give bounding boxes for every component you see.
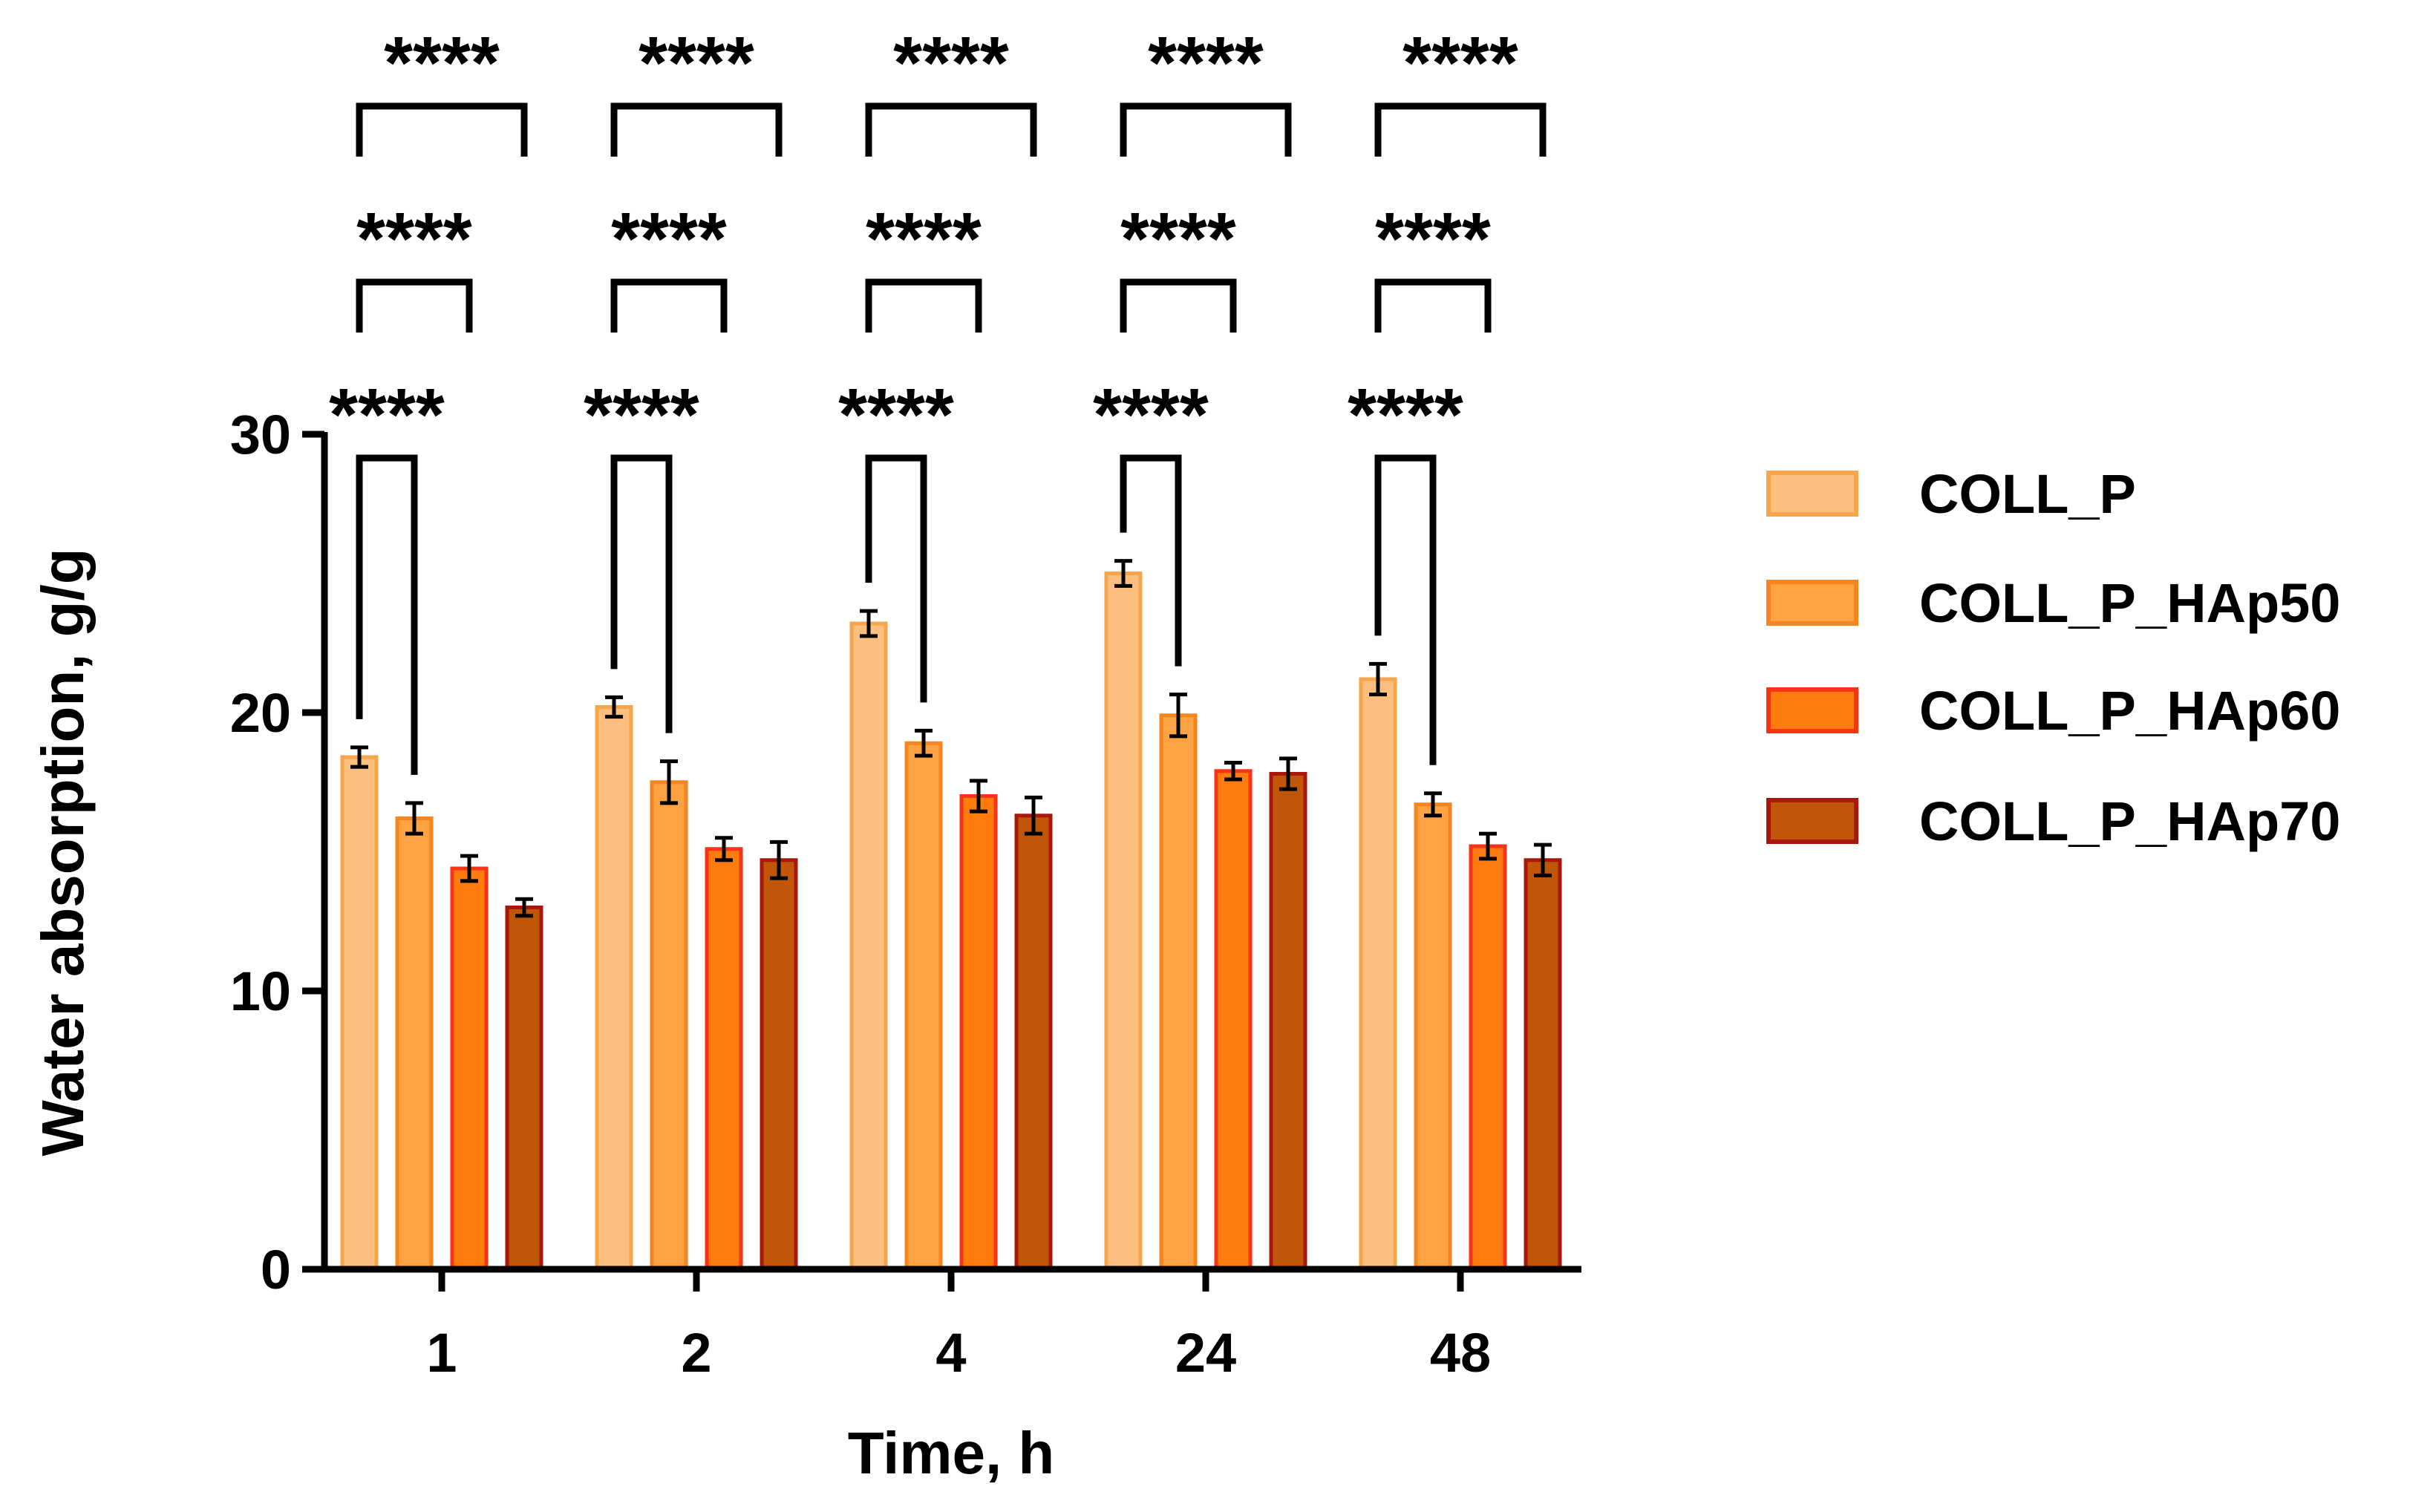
significance-bracket: [356, 454, 418, 775]
legend-label-coll-p: COLL_P: [1919, 463, 2136, 525]
error-bar-coll-p-hap60-t1: [460, 854, 478, 883]
bar-coll-p-hap70-t24: [1269, 772, 1307, 1272]
significance-stars: ****: [639, 22, 754, 105]
error-bar-coll-p-t48: [1369, 661, 1387, 697]
legend-swatch-coll-p-hap70: [1766, 798, 1858, 844]
significance-bracket: [1120, 278, 1237, 333]
legend-label-coll-p-hap50: COLL_P_HAp50: [1919, 572, 2340, 634]
significance-stars: ****: [866, 197, 982, 281]
significance-bracket: [1374, 278, 1492, 333]
bars: [340, 572, 1562, 1272]
legend-swatch-coll-p-hap60: [1766, 687, 1858, 733]
significance-bracket: [865, 278, 982, 333]
bar-coll-p-hap60-t2: [705, 847, 743, 1272]
significance-bracket: [610, 278, 728, 333]
error-bar-coll-p-hap60-t2: [715, 836, 733, 863]
significance-stars: ****: [384, 22, 500, 105]
legend: COLL_P COLL_P_HAp50 COLL_P_HAp60 COLL_P_HAp…: [1766, 463, 2340, 852]
significance-bracket: [356, 102, 528, 157]
bar-coll-p-t48: [1359, 677, 1397, 1272]
significance-bracket: [610, 454, 673, 733]
error-bar-coll-p-hap60-t24: [1224, 761, 1242, 782]
bar-coll-p-hap70-t2: [760, 858, 798, 1272]
x-tick-label: 24: [1175, 1322, 1236, 1384]
legend-label-coll-p-hap70: COLL_P_HAp70: [1919, 791, 2340, 852]
bar-coll-p-hap60-t24: [1214, 769, 1253, 1272]
y-tick-label: 20: [230, 682, 291, 744]
error-bar-coll-p-hap60-t4: [970, 779, 987, 814]
bar-coll-p-hap60-t48: [1469, 844, 1507, 1272]
error-bar-coll-p-hap50-t48: [1424, 791, 1442, 818]
x-tick-label: 4: [935, 1322, 966, 1384]
significance-bracket: [1374, 102, 1547, 157]
significance-stars: ****: [1148, 22, 1264, 105]
error-bar-coll-p-t2: [605, 695, 623, 719]
significance-bracket: [1374, 454, 1437, 765]
bar-coll-p-hap60-t4: [959, 794, 998, 1272]
bar-coll-p-hap50-t48: [1414, 802, 1452, 1272]
axes: [302, 431, 1581, 1292]
error-bar-coll-p-hap70-t1: [515, 897, 533, 918]
x-axis-title: Time, h: [848, 1420, 1055, 1486]
bar-coll-p-t4: [849, 621, 888, 1272]
error-bar-coll-p-t24: [1114, 559, 1132, 588]
error-bar-coll-p-hap70-t48: [1534, 842, 1552, 877]
bar-coll-p-hap50-t1: [395, 816, 434, 1272]
y-axis-title: Water absorption, g/g: [30, 548, 96, 1156]
significance-stars: ****: [329, 373, 445, 456]
legend-swatch-coll-p: [1766, 471, 1858, 517]
y-tick-label: 0: [261, 1239, 291, 1300]
y-tick-label: 10: [230, 960, 291, 1022]
significance-bracket: [865, 454, 927, 703]
bar-coll-p-hap70-t1: [505, 906, 543, 1272]
x-tick-label: 1: [426, 1322, 457, 1384]
bar-coll-p-hap70-t4: [1014, 814, 1053, 1272]
bar-coll-p-hap70-t48: [1524, 858, 1562, 1272]
x-tick-label: 48: [1430, 1322, 1491, 1384]
error-bar-coll-p-hap60-t48: [1479, 831, 1497, 861]
significance-stars: ****: [611, 197, 727, 281]
significance-stars: ****: [893, 22, 1009, 105]
error-bar-coll-p-hap50-t2: [660, 759, 678, 805]
significance-stars: ****: [1375, 197, 1491, 281]
significance-stars: ****: [1402, 22, 1518, 105]
significance-bracket: [865, 102, 1037, 157]
bar-coll-p-hap50-t24: [1159, 713, 1198, 1272]
significance-stars: ****: [584, 373, 699, 456]
significance-bracket: [610, 102, 783, 157]
significance-bracket: [1120, 102, 1292, 157]
error-bar-coll-p-t1: [350, 745, 368, 769]
error-bar-coll-p-t4: [860, 609, 878, 638]
error-bar-coll-p-hap50-t1: [405, 801, 423, 836]
legend-swatch-coll-p-hap50: [1766, 580, 1858, 626]
error-bar-coll-p-hap70-t4: [1025, 795, 1042, 836]
bar-coll-p-hap50-t4: [904, 741, 943, 1272]
significance-stars: ****: [838, 373, 954, 456]
significance-bracket: [356, 278, 473, 333]
bar-coll-p-hap60-t1: [450, 866, 489, 1272]
error-bar-coll-p-hap70-t2: [770, 840, 788, 880]
significance-brackets: **** **** **** **** **** **** **** **** **** ****…: [329, 22, 1547, 775]
error-bar-coll-p-hap50-t4: [915, 728, 933, 758]
significance-stars: ****: [1120, 197, 1236, 281]
error-bars: [350, 559, 1552, 918]
significance-stars: ****: [1348, 373, 1463, 456]
significance-stars: ****: [356, 197, 472, 281]
bar-coll-p-t2: [595, 705, 633, 1272]
bar-coll-p-t1: [340, 755, 379, 1272]
legend-label-coll-p-hap60: COLL_P_HAp60: [1919, 680, 2340, 742]
bar-coll-p-hap50-t2: [650, 780, 688, 1272]
y-tick-label: 30: [230, 404, 291, 465]
error-bar-coll-p-hap70-t24: [1279, 756, 1297, 791]
bar-coll-p-t24: [1104, 572, 1143, 1272]
error-bar-coll-p-hap50-t24: [1169, 693, 1187, 739]
significance-bracket: [1120, 454, 1182, 667]
x-tick-label: 2: [681, 1322, 711, 1384]
significance-stars: ****: [1093, 373, 1209, 456]
